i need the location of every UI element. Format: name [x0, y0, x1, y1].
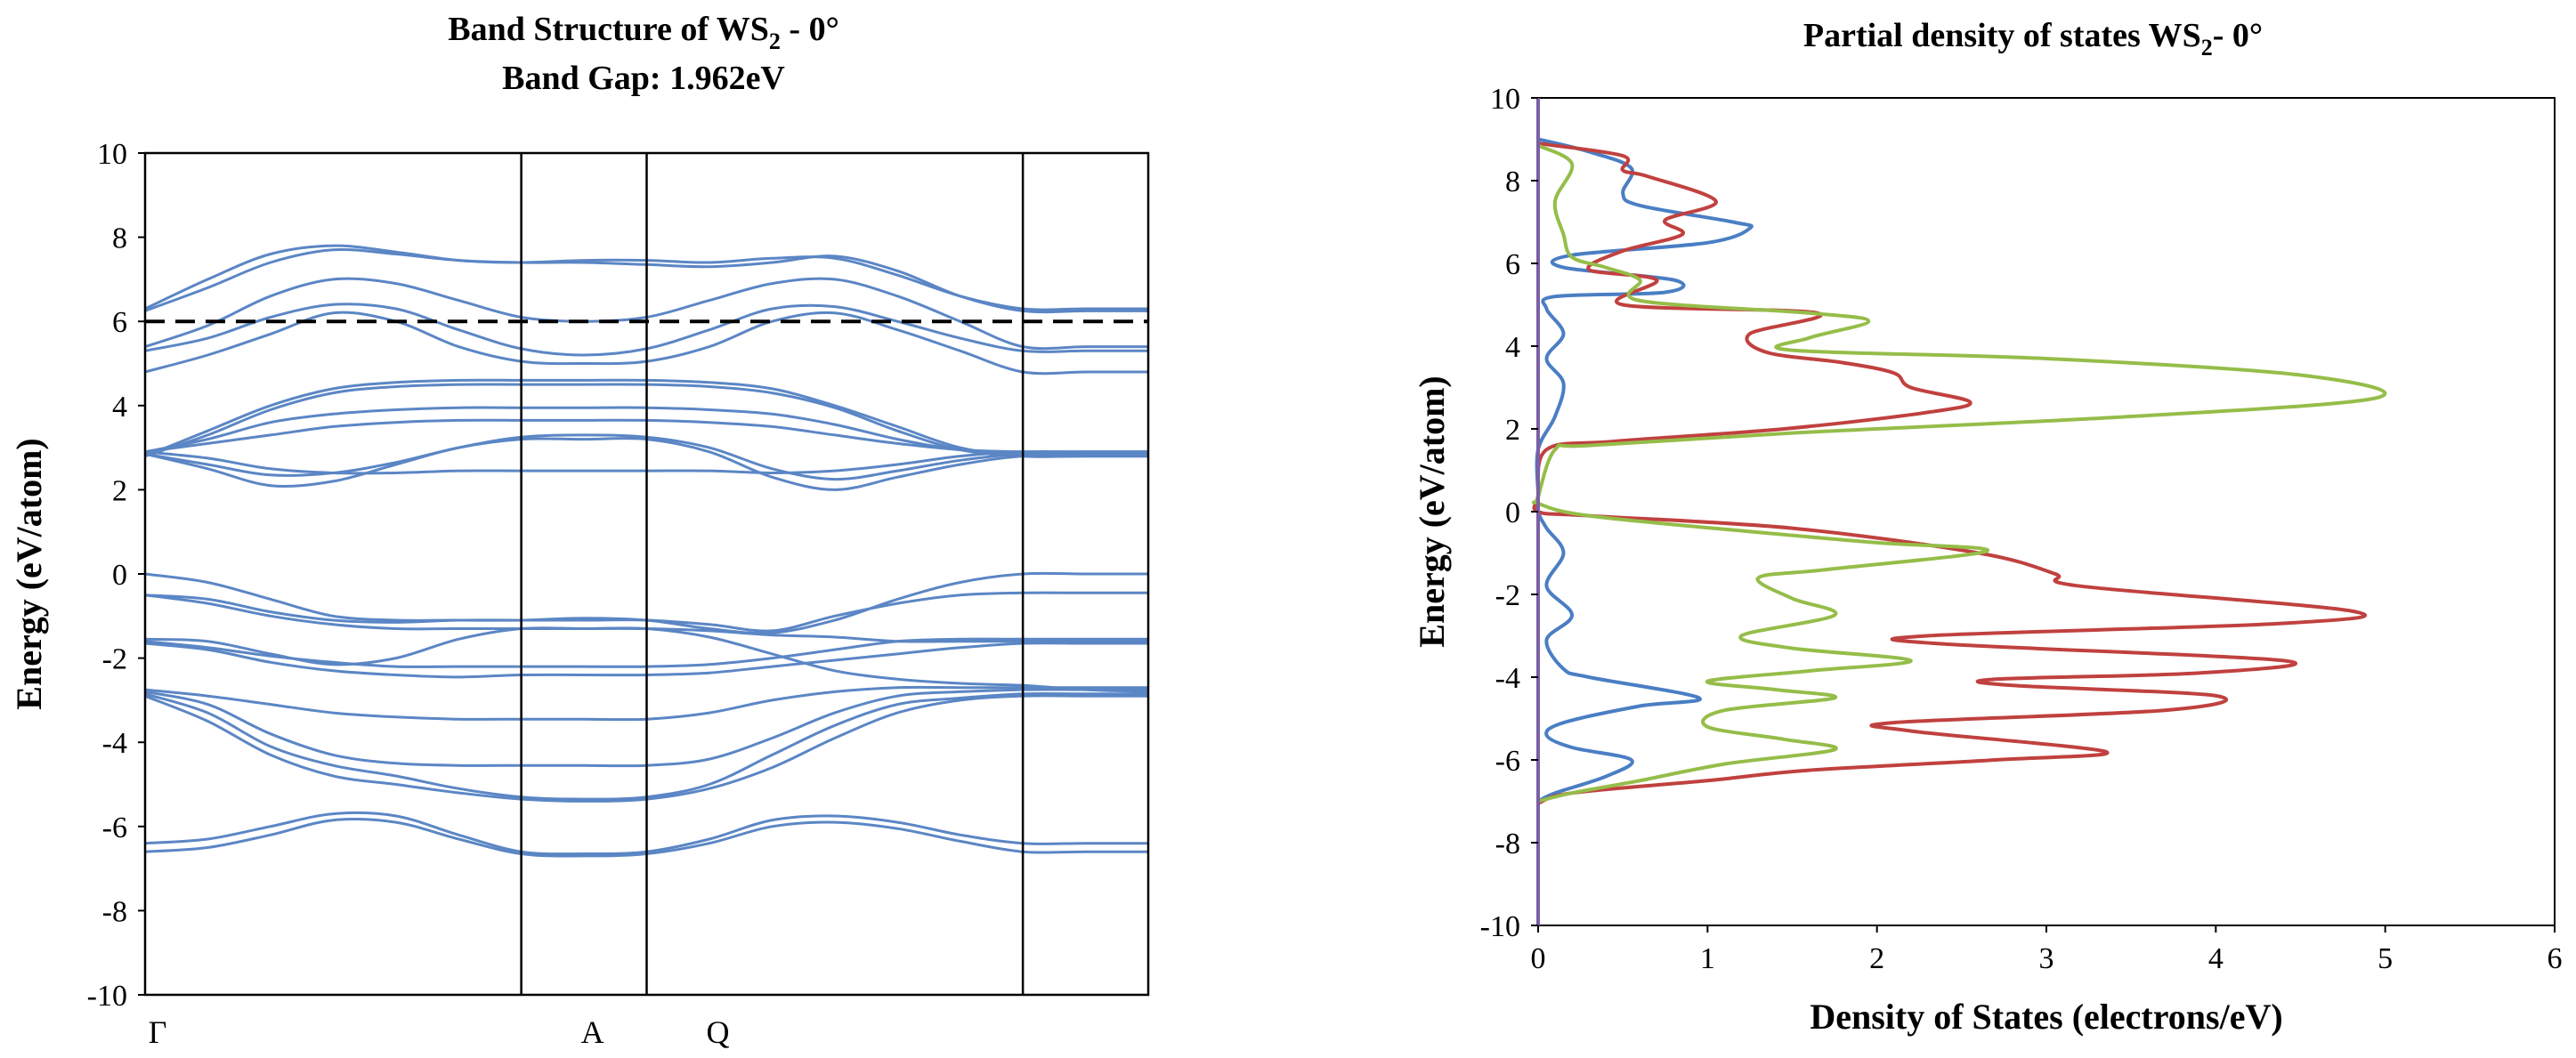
pdos-x-ticks: 0 1 2 3 4 5 6 — [1531, 925, 2563, 975]
y-tick-label: 2 — [112, 474, 127, 507]
band-gap-subtitle: Band Gap: 1.962eV — [502, 60, 785, 97]
y-tick-label: -4 — [102, 727, 127, 760]
y-tick-label: -2 — [102, 643, 127, 676]
y-tick-label: 10 — [97, 138, 127, 171]
band-structure-title: Band Structure of WS2 - 0° — [448, 11, 839, 54]
band-structure-chart: Band Structure of WS2 - 0° Band Gap: 1.9… — [9, 11, 1150, 1050]
x-tick-label: 5 — [2378, 942, 2393, 975]
pdos-y-ticks: 10 8 6 4 2 0 -2 -4 -6 -8 -10 — [1480, 83, 1538, 943]
band-y-ticks: 10 8 6 4 2 0 -2 -4 -6 -8 -10 — [87, 138, 145, 1013]
y-tick-label: -8 — [102, 895, 127, 928]
y-tick-label: -10 — [87, 980, 127, 1013]
y-tick-label: 0 — [112, 559, 127, 592]
pdos-line-blue — [1535, 137, 1754, 804]
y-tick-label: 4 — [112, 391, 127, 424]
x-tick-label: 6 — [2548, 942, 2563, 975]
pdos-title: Partial density of states WS2- 0° — [1803, 17, 2263, 61]
k-point-label: Γ — [149, 1014, 167, 1050]
y-tick-label: 10 — [1490, 83, 1520, 116]
x-tick-label: 1 — [1700, 942, 1715, 975]
y-tick-label: -10 — [1480, 910, 1520, 943]
y-tick-label: 4 — [1505, 331, 1520, 364]
y-tick-label: -6 — [1495, 745, 1520, 778]
y-tick-label: 2 — [1505, 414, 1520, 447]
y-tick-label: 0 — [1505, 497, 1520, 529]
y-tick-label: -8 — [1495, 828, 1520, 860]
y-tick-label: 8 — [1505, 166, 1520, 198]
y-tick-label: -2 — [1495, 579, 1520, 612]
y-tick-label: 8 — [112, 222, 127, 255]
k-point-label: A — [581, 1014, 604, 1050]
y-tick-label: 6 — [112, 306, 127, 339]
y-tick-label: -6 — [102, 812, 127, 844]
x-tick-label: 3 — [2039, 942, 2054, 975]
pdos-chart: Partial density of states WS2- 0° 108642… — [1412, 17, 2563, 1037]
pdos-line-red — [1532, 141, 2367, 805]
pdos-series — [1531, 137, 2387, 805]
x-tick-label: 2 — [1869, 942, 1884, 975]
pdos-x-axis-label: Density of States (electrons/eV) — [1810, 997, 2282, 1037]
band-y-axis-label: Energy (eV/atom) — [9, 438, 49, 709]
x-tick-label: 4 — [2208, 942, 2224, 975]
y-tick-label: 6 — [1505, 248, 1520, 281]
pdos-y-axis-label: Energy (eV/atom) — [1412, 376, 1452, 647]
pdos-plot-frame — [1537, 97, 2556, 926]
y-tick-label: -4 — [1495, 662, 1520, 695]
x-tick-label: 0 — [1531, 942, 1546, 975]
k-point-label: Q — [707, 1014, 730, 1050]
pdos-line-green — [1531, 143, 2387, 804]
k-point-divider-lines — [520, 153, 1025, 995]
